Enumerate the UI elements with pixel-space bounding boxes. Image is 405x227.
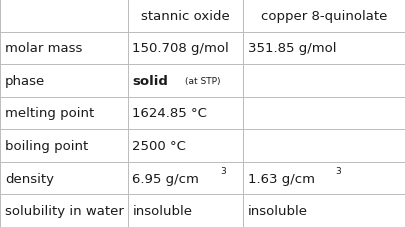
Text: solid: solid	[132, 75, 168, 88]
Text: 1624.85 °C: 1624.85 °C	[132, 107, 207, 120]
Text: 1.63 g/cm: 1.63 g/cm	[248, 172, 315, 185]
Text: molar mass: molar mass	[5, 42, 82, 55]
Text: solubility in water: solubility in water	[5, 204, 124, 217]
Text: density: density	[5, 172, 54, 185]
Text: melting point: melting point	[5, 107, 94, 120]
Text: 150.708 g/mol: 150.708 g/mol	[132, 42, 229, 55]
Text: 3: 3	[220, 167, 226, 176]
Text: (at STP): (at STP)	[185, 76, 220, 86]
Text: 3: 3	[335, 167, 341, 176]
Text: 2500 °C: 2500 °C	[132, 139, 186, 152]
Text: stannic oxide: stannic oxide	[141, 10, 230, 23]
Text: insoluble: insoluble	[132, 204, 192, 217]
Text: copper 8-quinolate: copper 8-quinolate	[261, 10, 387, 23]
Text: 351.85 g/mol: 351.85 g/mol	[248, 42, 337, 55]
Text: boiling point: boiling point	[5, 139, 88, 152]
Text: phase: phase	[5, 75, 45, 88]
Text: insoluble: insoluble	[248, 204, 308, 217]
Text: 6.95 g/cm: 6.95 g/cm	[132, 172, 199, 185]
